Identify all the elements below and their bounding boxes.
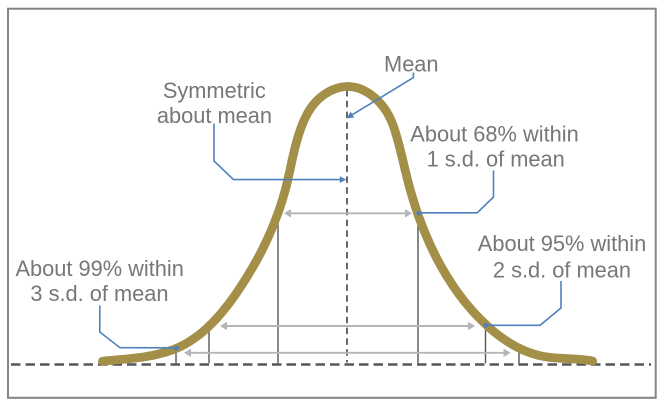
svg-text:About 99% within: About 99% within (15, 256, 183, 281)
svg-text:3 s.d. of mean: 3 s.d. of mean (30, 281, 168, 306)
svg-text:Mean: Mean (384, 51, 439, 76)
svg-text:1 s.d. of mean: 1 s.d. of mean (427, 147, 565, 172)
svg-text:2 s.d. of mean: 2 s.d. of mean (493, 258, 631, 283)
svg-text:Symmetric: Symmetric (163, 78, 266, 103)
svg-text:About 95% within: About 95% within (478, 231, 646, 256)
svg-text:about mean: about mean (157, 103, 272, 128)
svg-text:About 68% within: About 68% within (410, 122, 578, 147)
